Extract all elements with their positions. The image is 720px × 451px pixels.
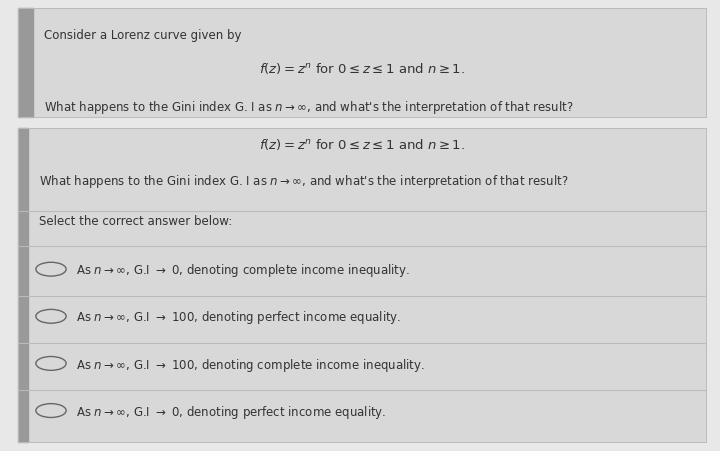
Text: As $n \rightarrow \infty$, G.I $\rightarrow$ 100, denoting perfect income equali: As $n \rightarrow \infty$, G.I $\rightar… <box>76 309 402 326</box>
Text: $f(z) = z^n$ for $0 \leq z \leq 1$ and $n \geq 1$.: $f(z) = z^n$ for $0 \leq z \leq 1$ and $… <box>258 136 465 152</box>
Text: What happens to the Gini index G. I as $n \rightarrow \infty$, and what's the in: What happens to the Gini index G. I as $… <box>44 99 574 116</box>
Text: Consider a Lorenz curve given by: Consider a Lorenz curve given by <box>44 28 242 41</box>
Text: $f(z) = z^n$ for $0 \leq z \leq 1$ and $n \geq 1$.: $f(z) = z^n$ for $0 \leq z \leq 1$ and $… <box>258 61 465 76</box>
Text: As $n \rightarrow \infty$, G.I $\rightarrow$ 0, denoting complete income inequal: As $n \rightarrow \infty$, G.I $\rightar… <box>76 262 410 279</box>
Text: As $n \rightarrow \infty$, G.I $\rightarrow$ 100, denoting complete income inequ: As $n \rightarrow \infty$, G.I $\rightar… <box>76 356 426 373</box>
Bar <box>18 129 27 442</box>
Text: Select the correct answer below:: Select the correct answer below: <box>39 215 232 228</box>
Bar <box>18 9 33 117</box>
Text: What happens to the Gini index G. I as $n \rightarrow \infty$, and what's the in: What happens to the Gini index G. I as $… <box>39 172 568 189</box>
Text: As $n \rightarrow \infty$, G.I $\rightarrow$ 0, denoting perfect income equality: As $n \rightarrow \infty$, G.I $\rightar… <box>76 403 387 420</box>
